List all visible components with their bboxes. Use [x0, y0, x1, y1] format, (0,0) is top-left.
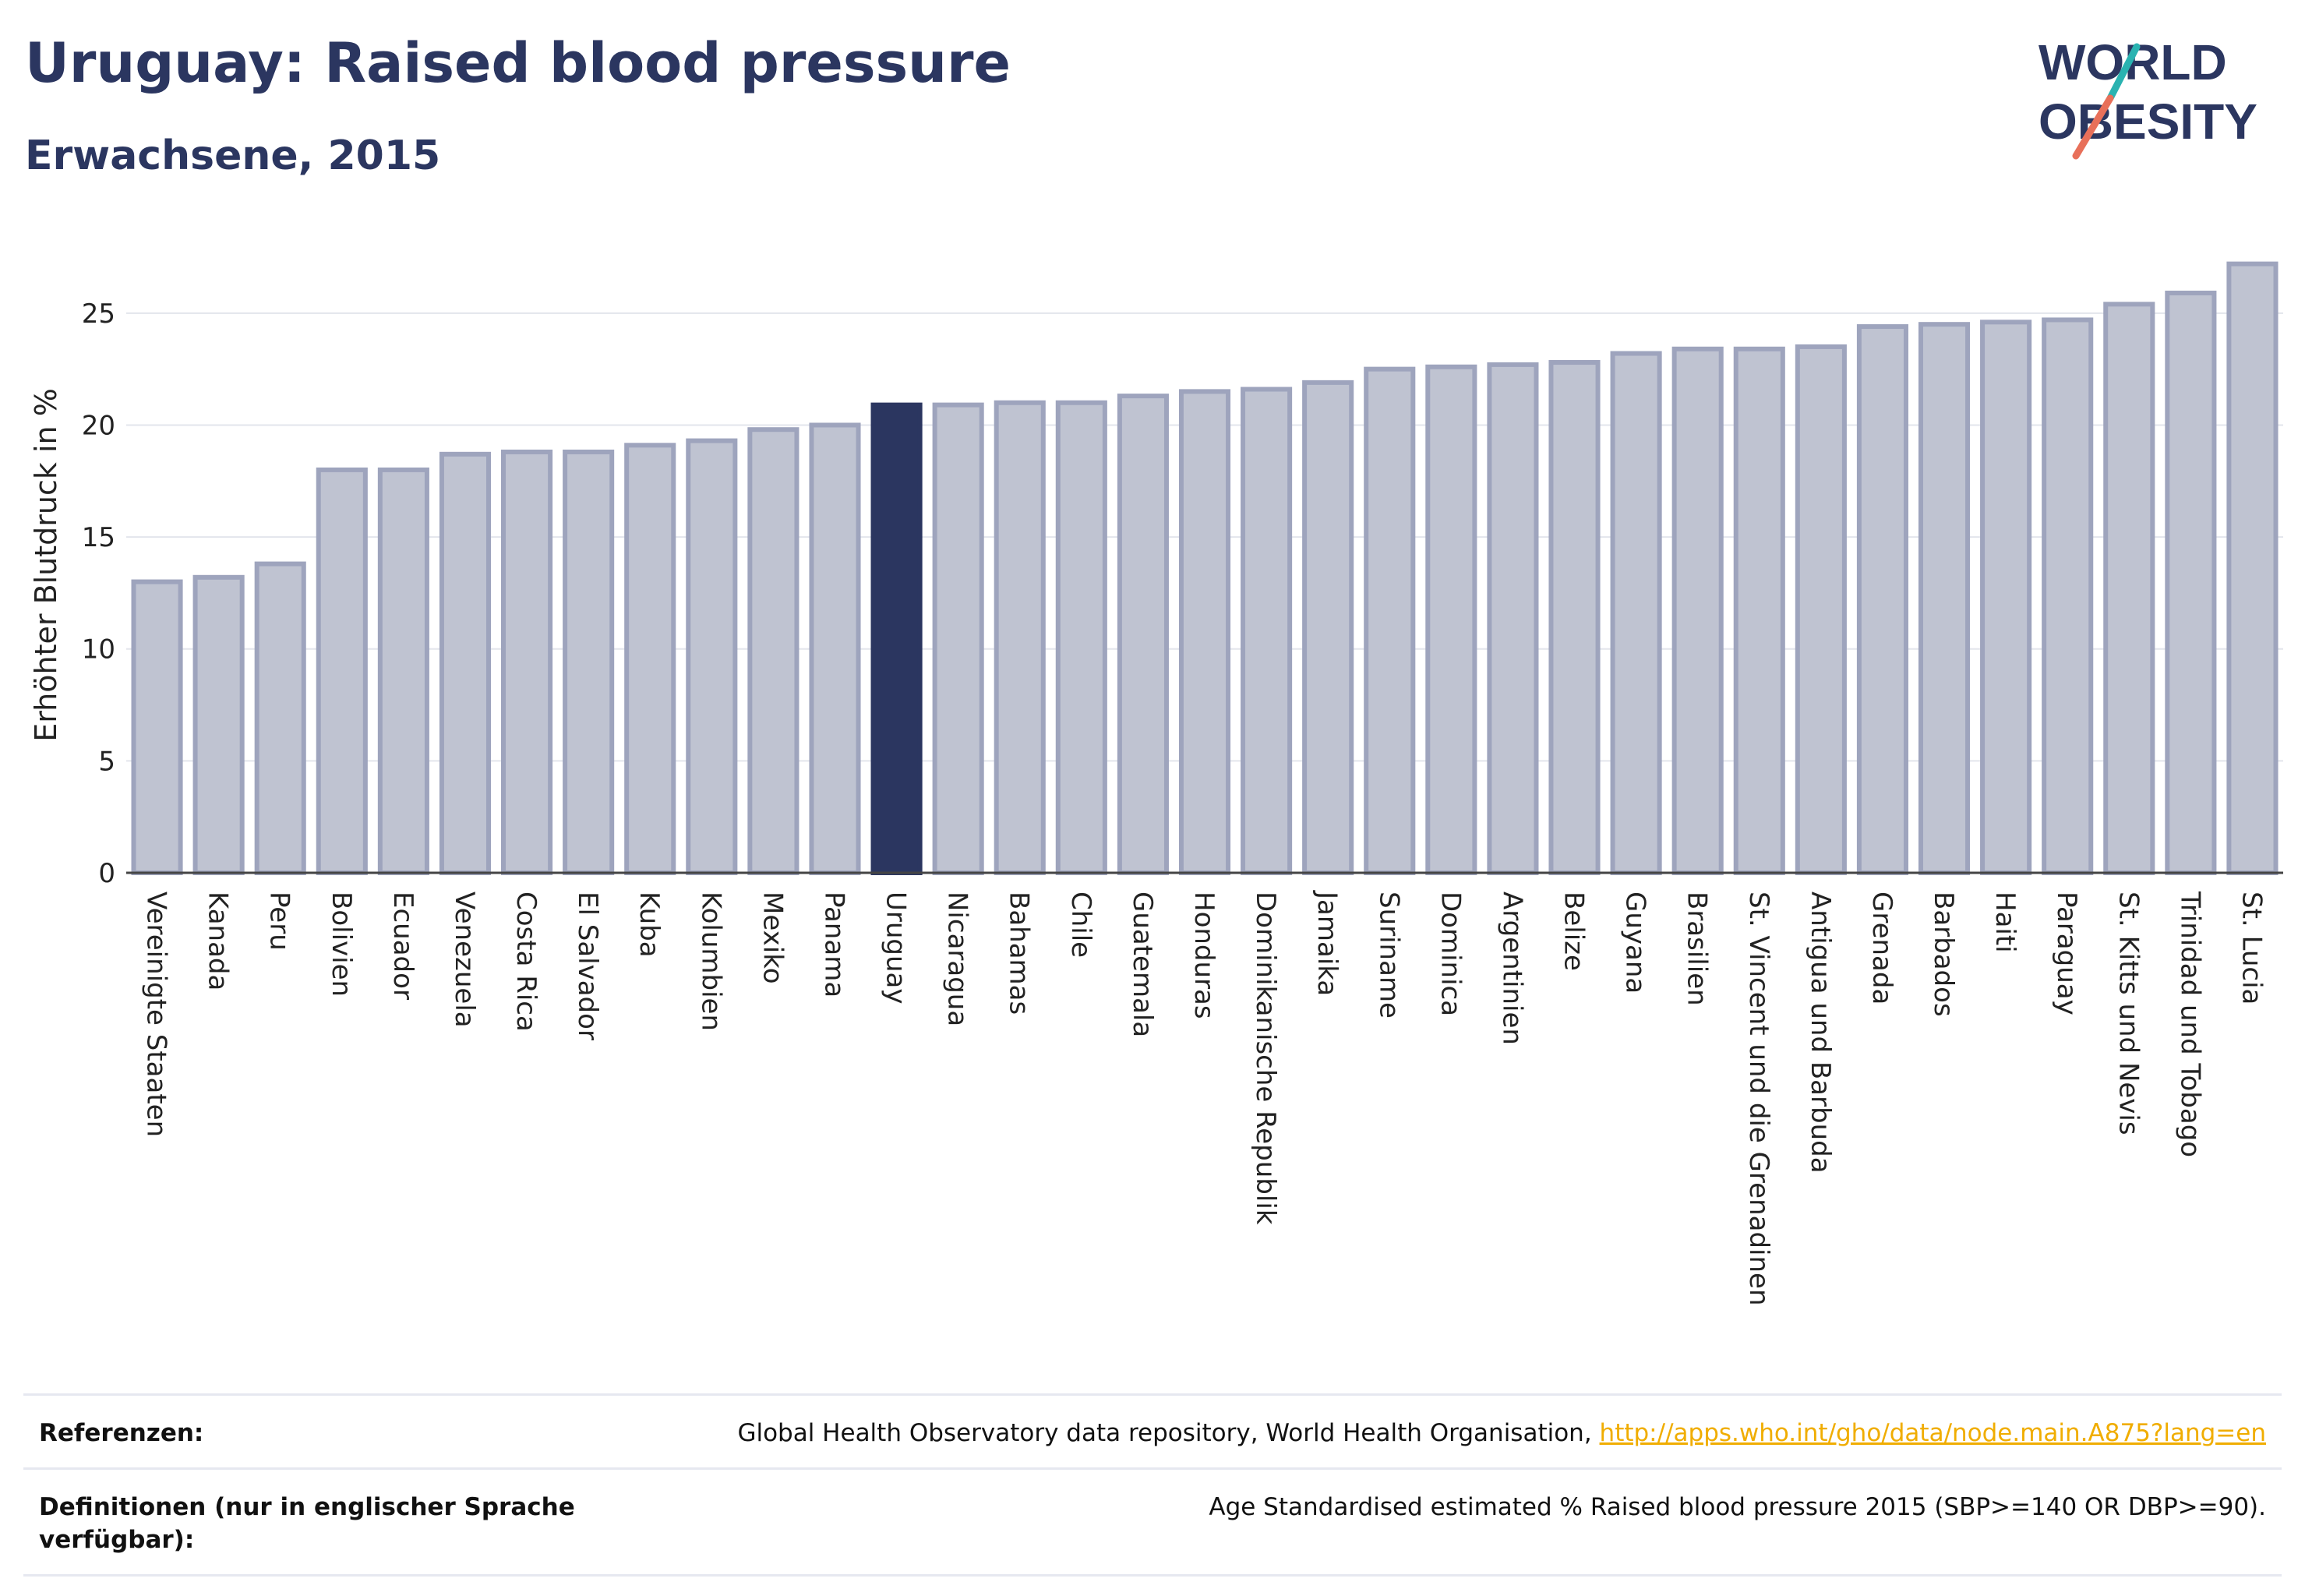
x-tick-label: Vereinigte Staaten: [141, 892, 172, 1137]
definitions-row: Definitionen (nur in englischer Sprache …: [23, 1467, 2282, 1577]
y-tick-label: 0: [98, 858, 115, 889]
x-tick-label: St. Kitts und Nevis: [2113, 892, 2144, 1135]
bar: [1733, 346, 1785, 876]
bar: [2165, 290, 2217, 875]
bar: [1241, 387, 1293, 875]
bar: [747, 427, 800, 875]
bar: [1918, 322, 1971, 875]
world-obesity-logo: WORLD OBESITY: [2038, 34, 2257, 160]
bar: [809, 422, 861, 875]
x-tick-label: Jamaika: [1311, 890, 1343, 996]
bar: [563, 449, 615, 875]
x-tick-label: Costa Rica: [510, 892, 542, 1032]
bar: [932, 402, 984, 875]
x-tick-label: Grenada: [1866, 892, 1897, 1005]
x-tick-label: El Salvador: [572, 892, 603, 1040]
bar: [1117, 394, 1169, 876]
y-tick-label: 25: [82, 298, 115, 330]
references-link[interactable]: http://apps.who.int/gho/data/node.main.A…: [1599, 1419, 2266, 1447]
x-tick-label: Belize: [1558, 892, 1590, 971]
bar: [1364, 366, 1416, 875]
bar: [254, 561, 306, 876]
y-tick-label: 10: [82, 634, 115, 666]
x-tick-label: Suriname: [1373, 892, 1404, 1019]
bar: [624, 443, 676, 875]
x-tick-label: Venezuela: [449, 892, 480, 1028]
x-tick-label: Kolumbien: [695, 892, 726, 1031]
bar: [1055, 400, 1107, 875]
y-tick-label: 5: [98, 746, 115, 777]
bar-chart: 0 5 10 15 20 25 Erhöhter Blutdruck in % Vereini…: [29, 261, 2283, 1306]
y-tick-label: 15: [82, 522, 115, 553]
x-tick-label: Mexiko: [757, 892, 788, 984]
x-tick-label: Kuba: [634, 892, 665, 958]
bar: [2226, 261, 2279, 876]
bar: [1425, 364, 1477, 876]
x-tick-label: Brasilien: [1682, 892, 1713, 1006]
bar: [1610, 351, 1662, 875]
x-tick-label: Haiti: [1989, 892, 2021, 953]
bar: [2103, 302, 2155, 875]
bar: [2042, 317, 2094, 876]
bar: [501, 449, 553, 875]
x-tick-label: Dominica: [1435, 892, 1466, 1016]
x-tick-label: Chile: [1065, 892, 1096, 958]
bar-highlight: [870, 402, 923, 875]
bar: [1302, 380, 1354, 875]
x-tick-label: Bolivien: [326, 892, 357, 997]
logo-slash-coral: [2072, 94, 2114, 160]
x-tick-label: Peru: [264, 892, 295, 951]
bar: [439, 451, 492, 875]
chart-title: Uruguay: Raised blood pressure: [25, 31, 1011, 95]
bar: [316, 467, 368, 875]
references-value: Global Health Observatory data repositor…: [737, 1418, 2266, 1450]
bar: [1795, 344, 1847, 875]
x-tick-label: Panama: [818, 892, 849, 998]
bar: [1178, 389, 1231, 875]
y-tick-label: 20: [82, 410, 115, 441]
x-tick-label: Guyana: [1620, 892, 1651, 994]
bar: [686, 438, 738, 875]
x-tick-label: Guatemala: [1127, 892, 1158, 1037]
bar: [1671, 346, 1724, 876]
references-row: Referenzen: Global Health Observatory da…: [23, 1393, 2282, 1467]
x-tick-label: St. Vincent und die Grenadinen: [1743, 892, 1774, 1306]
chart-subtitle: Erwachsene, 2015: [25, 132, 441, 179]
x-tick-label: St. Lucia: [2236, 892, 2267, 1005]
bar: [1548, 360, 1601, 875]
x-tick-label: Nicaragua: [942, 892, 973, 1026]
definitions-label: Definitionen (nur in englischer Sprache …: [39, 1492, 575, 1554]
bar: [994, 400, 1046, 875]
x-tick-label: Barbados: [1928, 892, 1959, 1017]
x-tick-label: Uruguay: [881, 892, 912, 1005]
bar: [377, 467, 429, 875]
x-tick-label: Dominikanische Republik: [1250, 892, 1281, 1225]
x-tick-label: Honduras: [1188, 892, 1220, 1019]
x-tick-label: Ecuador: [387, 892, 418, 1000]
bar: [131, 579, 183, 876]
bar: [192, 574, 245, 875]
logo-line-1: WORLD: [2038, 34, 2227, 90]
logo-slash-teal: [2106, 43, 2141, 102]
x-tick-label: Antigua und Barbuda: [1805, 892, 1836, 1174]
x-tick-label: Trinidad und Tobago: [2174, 891, 2205, 1157]
definitions-text: Age Standardised estimated % Raised bloo…: [1209, 1492, 2266, 1521]
y-axis-label: Erhöhter Blutdruck in %: [29, 388, 63, 742]
x-tick-label: Bahamas: [1004, 892, 1035, 1015]
bar: [1980, 320, 2032, 875]
references-text: Global Health Observatory data repositor…: [737, 1419, 1600, 1447]
chart-footer: Referenzen: Global Health Observatory da…: [23, 1393, 2282, 1577]
logo-line-2: OBESITY: [2038, 94, 2257, 150]
bar: [1856, 324, 1908, 875]
references-label: Referenzen:: [39, 1419, 204, 1447]
x-tick-label: Kanada: [203, 892, 234, 990]
x-tick-label: Argentinien: [1496, 892, 1527, 1045]
bar: [1487, 362, 1539, 875]
x-tick-label: Paraguay: [2051, 892, 2082, 1015]
